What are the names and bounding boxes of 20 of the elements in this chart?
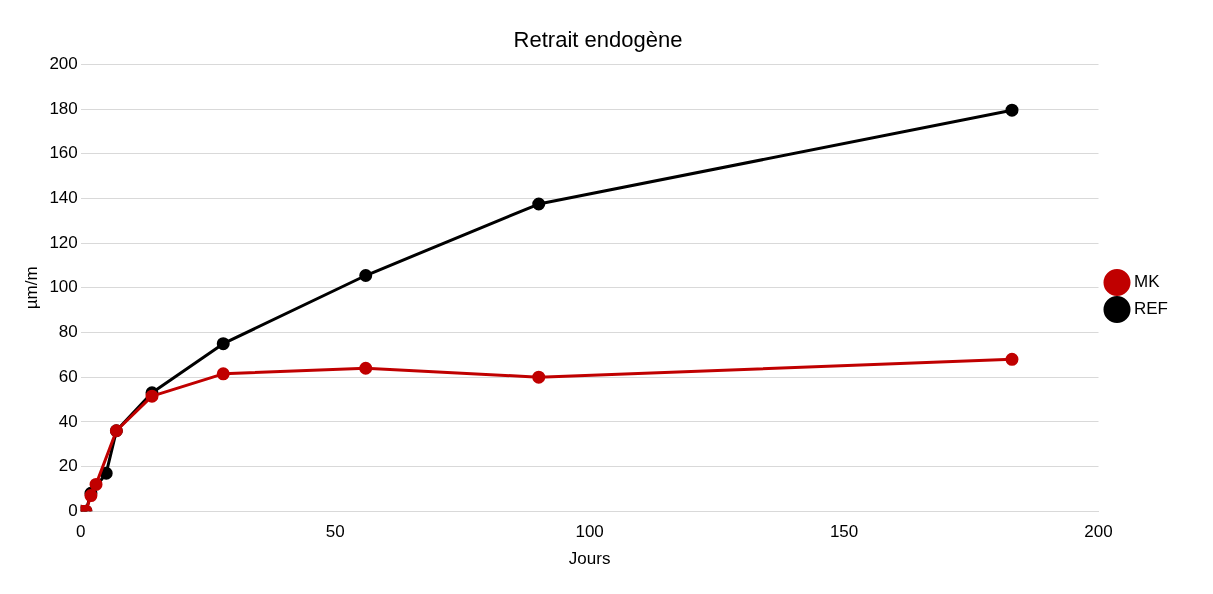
x-tick-label: 50	[325, 522, 345, 542]
y-tick-label: 180	[49, 98, 78, 118]
x-tick-label: 150	[829, 522, 859, 542]
legend-label: REF	[1134, 299, 1168, 319]
y-tick-label: 80	[58, 322, 78, 342]
x-tick-label: 200	[1084, 522, 1113, 542]
y-tick-label: 20	[58, 456, 78, 476]
y-tick-label: 40	[58, 411, 78, 431]
chart-title: Retrait endogène	[513, 27, 683, 53]
y-tick-label: 100	[49, 277, 78, 297]
y-tick-label: 60	[58, 366, 78, 386]
y-tick-label: 200	[49, 54, 78, 74]
y-axis-title: µm/m	[21, 266, 41, 310]
x-tick-label: 100	[575, 522, 604, 542]
y-tick-label: 140	[49, 188, 78, 208]
y-tick-label: 120	[49, 232, 78, 252]
legend-label: MK	[1134, 272, 1161, 292]
x-axis-title: Jours	[568, 549, 611, 569]
y-tick-label: 160	[49, 143, 78, 163]
y-tick-label: 0	[68, 500, 78, 520]
